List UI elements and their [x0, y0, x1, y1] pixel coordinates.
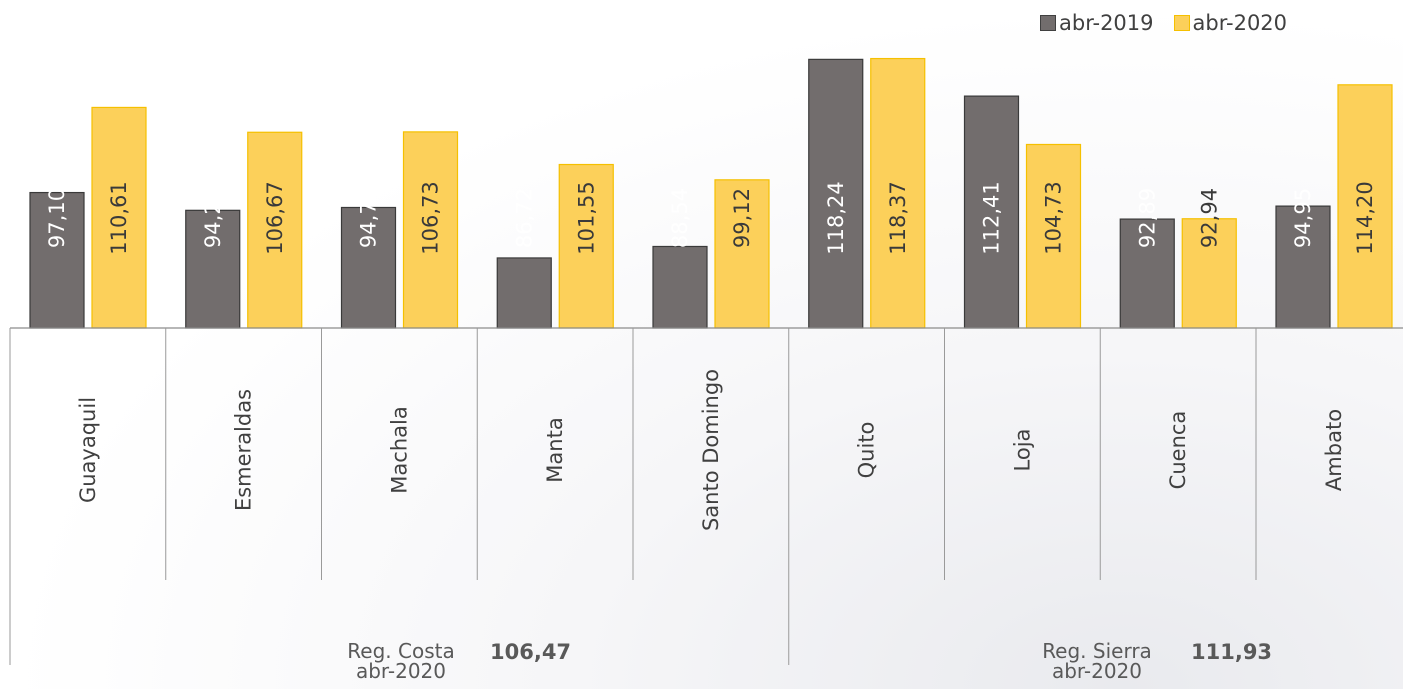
legend-item-2020: abr-2020: [1173, 11, 1288, 35]
bar-2020-loja: [1025, 143, 1082, 329]
category-label-guayaquil: Guayaquil: [76, 397, 100, 503]
bar-2019-machala: [340, 206, 397, 329]
category-label-manta: Manta: [543, 417, 567, 482]
data-label-2020-esmeraldas: 106,67: [263, 181, 287, 254]
data-label-2019-esmeraldas: 94,28: [201, 188, 225, 248]
bar-2020-ambato: [1337, 84, 1393, 329]
bar-2019-cuenca: [1119, 218, 1175, 329]
data-label-2020-cuenca: 92,94: [1197, 188, 1221, 248]
bar-2019-santo-domingo: [652, 245, 708, 329]
legend-item-2019: abr-2019: [1040, 11, 1154, 35]
data-label-2020-ambato: 114,20: [1353, 181, 1377, 254]
chart-legend: abr-2019 abr-2020: [1040, 10, 1287, 36]
legend-label-2019: abr-2019: [1059, 11, 1154, 35]
legend-swatch-2019: [1040, 15, 1056, 31]
data-label-2020-santo-domingo: 99,12: [730, 188, 754, 248]
data-label-2019-ambato: 94,95: [1291, 188, 1315, 248]
category-label-cuenca: Cuenca: [1166, 411, 1190, 490]
category-label-quito: Quito: [855, 422, 879, 479]
bar-2019-quito: [808, 58, 864, 329]
category-label-santo-domingo: Santo Domingo: [699, 369, 723, 531]
data-label-2020-machala: 106,73: [419, 181, 443, 254]
category-label-esmeraldas: Esmeraldas: [232, 389, 256, 511]
legend-label-2020: abr-2020: [1192, 11, 1288, 35]
data-label-2019-quito: 118,24: [824, 181, 848, 254]
bar-2019-guayaquil: [29, 191, 85, 329]
bar-2020-santo-domingo: [714, 179, 770, 329]
category-label-ambato: Ambato: [1322, 409, 1346, 491]
category-label-loja: Loja: [1010, 429, 1034, 472]
region-sierra-label: Reg. Sierra abr-2020: [1012, 641, 1182, 681]
data-label-2019-loja: 112,41: [980, 181, 1004, 254]
data-label-2019-manta: 86,72: [512, 188, 536, 248]
bar-2020-guayaquil: [91, 106, 147, 329]
data-label-2019-santo-domingo: 88,54: [668, 188, 692, 248]
region-costa-label: Reg. Costa abr-2020: [316, 641, 486, 681]
bar-2020-machala: [402, 131, 459, 329]
data-label-2020-quito: 118,37: [886, 181, 910, 254]
category-label-machala: Machala: [387, 406, 411, 493]
bar-2020-manta: [558, 163, 614, 329]
region-sierra-value: 111,93: [1191, 640, 1273, 664]
data-label-2019-machala: 94,73: [357, 188, 381, 248]
bar-2020-quito: [870, 57, 926, 329]
data-label-2020-manta: 101,55: [574, 181, 598, 254]
bar-2019-manta: [496, 257, 552, 329]
data-label-2020-loja: 104,73: [1042, 181, 1066, 254]
data-label-2019-cuenca: 92,89: [1135, 188, 1159, 248]
region-sierra-label-line1: Reg. Sierra: [1042, 639, 1152, 663]
legend-swatch-2020: [1173, 15, 1190, 31]
data-label-2020-guayaquil: 110,61: [107, 181, 131, 254]
region-costa-label-line2: abr-2020: [355, 659, 446, 683]
data-label-2019-guayaquil: 97,10: [45, 188, 69, 248]
region-costa-label-line1: Reg. Costa: [347, 639, 455, 663]
region-sierra-label-line2: abr-2020: [1051, 659, 1142, 683]
bar-2019-esmeraldas: [185, 209, 241, 329]
region-costa-value: 106,47: [490, 640, 572, 664]
bar-2019-loja: [963, 95, 1020, 329]
